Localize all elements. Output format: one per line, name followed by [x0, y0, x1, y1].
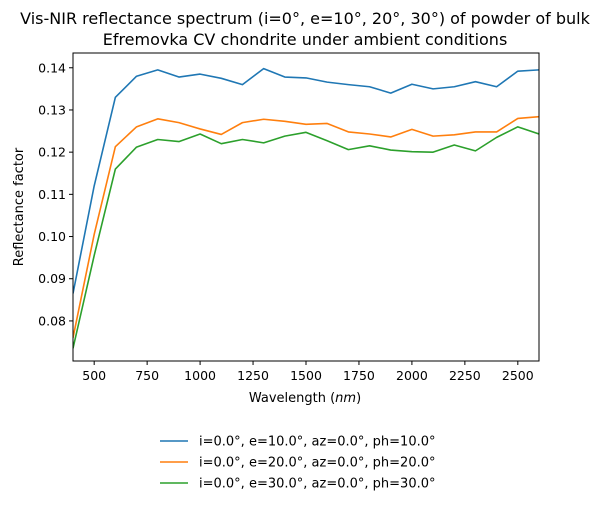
x-tick-label: 1250 — [237, 368, 269, 383]
y-tick-label: 0.14 — [38, 60, 66, 75]
y-tick-label: 0.10 — [38, 229, 66, 244]
y-tick-label: 0.12 — [38, 145, 66, 160]
series-layer — [73, 67, 539, 349]
x-tick-label: 1750 — [343, 368, 375, 383]
y-tick-label: 0.09 — [38, 271, 66, 286]
x-tick-label: 500 — [82, 368, 106, 383]
chart-title: Vis-NIR reflectance spectrum (i=0°, e=10… — [20, 9, 590, 49]
y-tick-label: 0.13 — [38, 102, 66, 117]
y-tick-label: 0.08 — [38, 313, 66, 328]
x-axis-label: Wavelength (nm) — [249, 391, 361, 406]
series-line-3 — [73, 126, 539, 349]
legend-box — [150, 426, 462, 498]
series-line-2 — [73, 115, 539, 338]
x-tick-label: 2500 — [502, 368, 534, 383]
legend-label-2: i=0.0°, e=20.0°, az=0.0°, ph=20.0° — [199, 456, 436, 471]
x-tick-label: 2000 — [396, 368, 428, 383]
y-tick-label: 0.11 — [38, 187, 66, 202]
chart-title-line-2: Efremovka CV chondrite under ambient con… — [103, 30, 508, 49]
x-tick-label: 1500 — [290, 368, 322, 383]
series-line-1 — [73, 67, 539, 294]
y-axis-label: Reflectance factor — [12, 147, 27, 266]
x-tick-label: 1000 — [184, 368, 216, 383]
legend: i=0.0°, e=10.0°, az=0.0°, ph=10.0° i=0.0°… — [150, 426, 462, 498]
chart-title-line-1: Vis-NIR reflectance spectrum (i=0°, e=10… — [20, 9, 590, 28]
y-axis-ticks: 0.08 0.09 0.10 0.11 0.12 0.13 0.14 — [38, 60, 73, 328]
legend-label-1: i=0.0°, e=10.0°, az=0.0°, ph=10.0° — [199, 435, 436, 450]
plot-frame — [72, 52, 540, 362]
x-tick-label: 750 — [135, 368, 159, 383]
x-axis-ticks: 500 750 1000 1250 1500 1750 2000 2250 2500 — [82, 361, 534, 383]
x-tick-label: 2250 — [449, 368, 481, 383]
legend-label-3: i=0.0°, e=30.0°, az=0.0°, ph=30.0° — [199, 477, 436, 492]
